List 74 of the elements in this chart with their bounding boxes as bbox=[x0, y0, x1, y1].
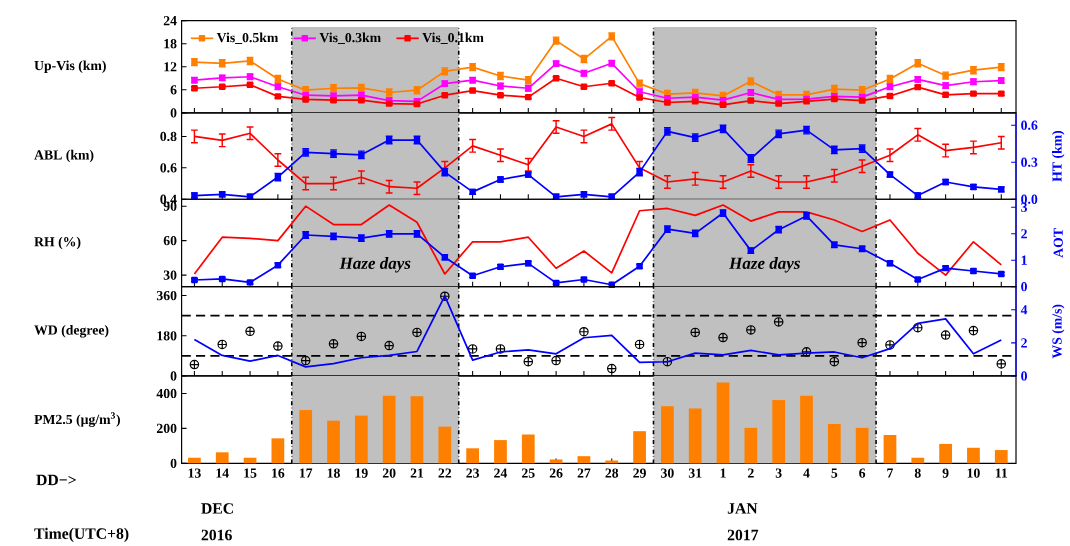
y-tick-label: 24 bbox=[163, 15, 177, 25]
x-tick-label: 20 bbox=[382, 468, 396, 478]
band-label: Haze days bbox=[339, 256, 411, 273]
y2-axis-title: HT (km) bbox=[1052, 130, 1065, 182]
x-tick-label: 14 bbox=[216, 468, 229, 478]
y-tick-label: 0.8 bbox=[160, 131, 177, 141]
x-tick-label: 3 bbox=[775, 468, 782, 478]
x-tick-label: 24 bbox=[494, 468, 508, 478]
y-tick-label: 6 bbox=[170, 84, 177, 95]
text: Time(UTC+8) bbox=[34, 527, 129, 542]
y2-tick-label: 0 bbox=[1021, 281, 1027, 292]
y-axis-title: Up-Vis (km) bbox=[34, 60, 106, 73]
y2-tick-label: 3 bbox=[1021, 202, 1028, 212]
legend-label: Vis_0.1km bbox=[422, 32, 484, 44]
x-tick-label: 23 bbox=[466, 468, 480, 478]
y2-axis-title: WS (m/s) bbox=[1052, 304, 1065, 359]
y-tick-label: 18 bbox=[164, 38, 177, 49]
y-tick-label: 12 bbox=[164, 61, 177, 72]
y-tick-label: 0 bbox=[170, 458, 177, 468]
x-tick-label: 27 bbox=[577, 468, 591, 478]
y-tick-label: 0 bbox=[170, 108, 177, 118]
y2-tick-label: 4 bbox=[1020, 305, 1028, 315]
y-tick-label: 0.6 bbox=[160, 162, 177, 173]
x-tick-label: 17 bbox=[299, 468, 313, 478]
x-tick-label: 30 bbox=[661, 468, 674, 478]
x-tick-label: 2 bbox=[748, 468, 754, 478]
legend-label: Vis_0.3km bbox=[319, 32, 381, 44]
x-tick-label: 9 bbox=[942, 468, 949, 478]
text: DEC bbox=[201, 502, 233, 514]
y-tick-label: 0 bbox=[170, 371, 177, 381]
x-tick-label: 19 bbox=[355, 468, 368, 478]
y-tick-label: 30 bbox=[163, 270, 177, 280]
x-tick-label: 1 bbox=[720, 468, 726, 478]
y2-tick-label: 0.6 bbox=[1021, 120, 1038, 130]
y-tick-label: 60 bbox=[163, 235, 177, 246]
y2-axis-title: AOT bbox=[1053, 228, 1063, 258]
y-tick-label: 360 bbox=[156, 290, 177, 300]
x-axis-title: DD−> bbox=[36, 474, 76, 485]
y-axis-title: RH (%) bbox=[34, 236, 81, 249]
x-tick-label: 25 bbox=[521, 468, 535, 478]
band-label: Haze days bbox=[728, 256, 800, 273]
y-tick-label: 200 bbox=[156, 423, 177, 433]
x-tick-label: 7 bbox=[887, 468, 894, 478]
y2-tick-label: 0 bbox=[1021, 371, 1027, 381]
x-tick-label: 26 bbox=[549, 468, 563, 478]
y-axis-title: WD (degree) bbox=[34, 324, 109, 338]
y-axis-title: ABL (km) bbox=[34, 149, 94, 163]
x-tick-label: 10 bbox=[967, 468, 980, 478]
y2-tick-label: 0.0 bbox=[1021, 194, 1038, 204]
text: JAN bbox=[727, 502, 758, 514]
y2-tick-label: 0.3 bbox=[1021, 157, 1038, 167]
x-tick-label: 8 bbox=[914, 468, 921, 478]
y-tick-label: 180 bbox=[157, 330, 177, 341]
x-tick-label: 13 bbox=[188, 468, 201, 478]
x-tick-label: 4 bbox=[803, 468, 810, 478]
x-tick-label: 5 bbox=[831, 468, 838, 478]
x-tick-label: 6 bbox=[859, 468, 866, 478]
text: 2017 bbox=[727, 529, 759, 541]
y2-tick-label: 1 bbox=[1021, 255, 1027, 265]
x-tick-label: 29 bbox=[633, 468, 646, 478]
text: 2016 bbox=[201, 529, 232, 541]
x-tick-label: 21 bbox=[410, 468, 424, 478]
legend-label: Vis_0.5km bbox=[216, 32, 279, 44]
x-tick-label: 15 bbox=[244, 468, 257, 478]
y2-tick-label: 2 bbox=[1021, 338, 1027, 348]
y-tick-label: 400 bbox=[156, 388, 177, 398]
x-tick-label: 31 bbox=[688, 468, 702, 478]
y2-tick-label: 2 bbox=[1021, 228, 1027, 238]
x-tick-label: 11 bbox=[995, 468, 1008, 478]
x-tick-label: 22 bbox=[438, 468, 452, 478]
x-tick-label: 28 bbox=[605, 468, 619, 478]
y-axis-title: PM2.5 (μg/m$^{3}$) bbox=[34, 412, 120, 427]
x-tick-label: 18 bbox=[327, 468, 340, 478]
x-tick-label: 16 bbox=[272, 468, 285, 478]
